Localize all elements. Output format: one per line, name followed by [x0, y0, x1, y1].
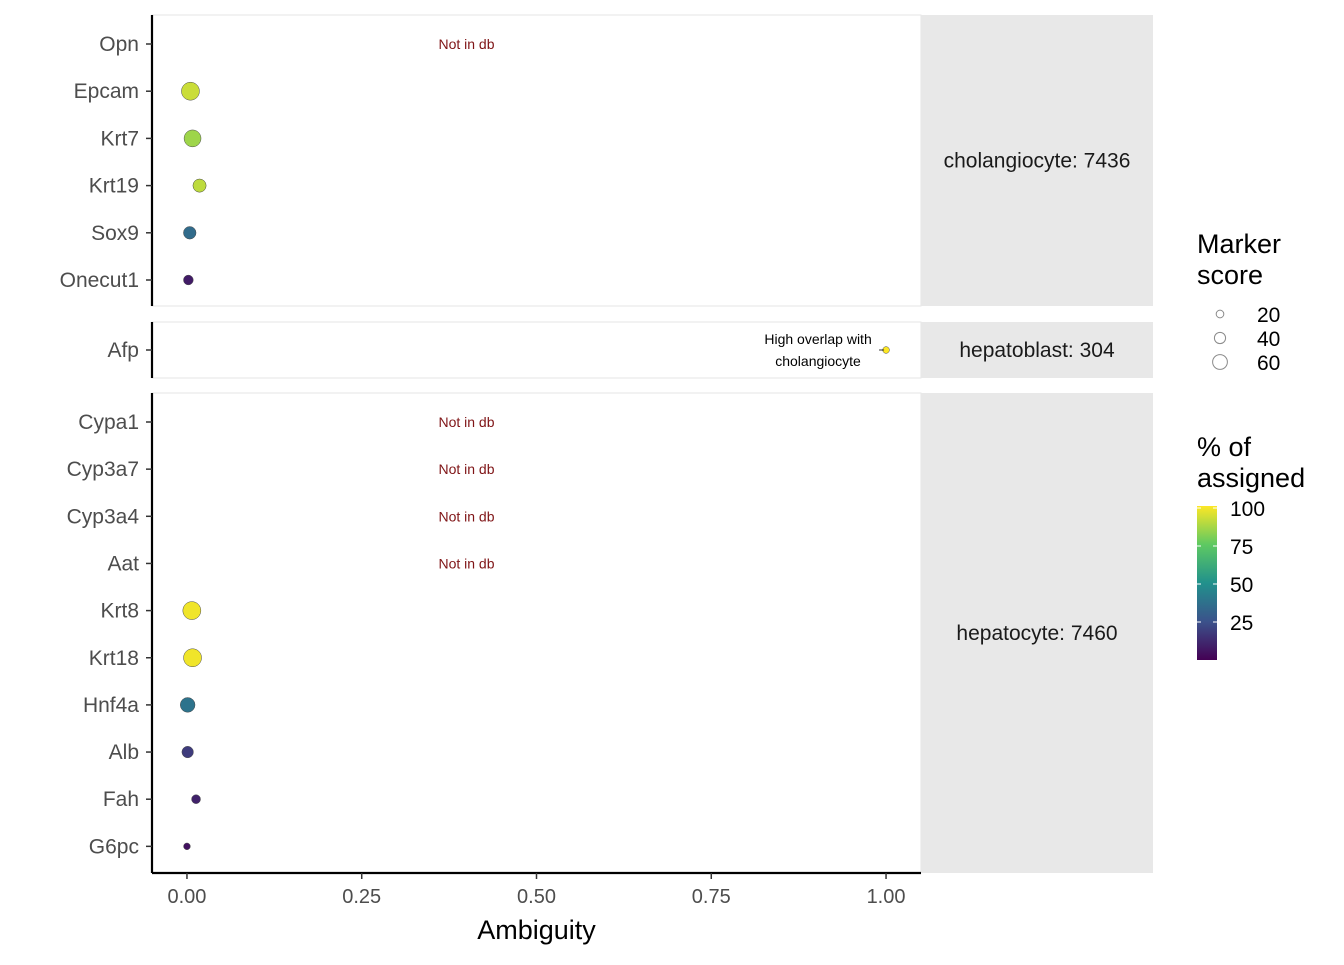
facet-strip-label: hepatocyte: 7460: [956, 622, 1117, 645]
y-tick-label: Krt8: [100, 600, 139, 623]
y-tick-label: Krt18: [89, 647, 139, 670]
size-legend-label: 40: [1257, 328, 1280, 351]
data-point: [182, 601, 202, 620]
y-tick-label: Sox9: [91, 222, 139, 245]
y-tick-label: Alb: [109, 741, 139, 764]
y-tick-label: Cyp3a4: [67, 505, 140, 528]
data-point: [183, 274, 194, 286]
y-tick-label: Epcam: [74, 80, 139, 103]
y-tick-label: Cyp3a7: [67, 458, 139, 481]
data-point: [183, 648, 202, 667]
colorbar-label: 100: [1230, 498, 1265, 521]
color-legend-title-line: assigned: [1197, 463, 1305, 493]
x-axis-title: Ambiguity: [477, 915, 596, 945]
data-point: [183, 129, 202, 148]
y-tick-label: Krt7: [100, 127, 139, 150]
y-tick-label: Hnf4a: [83, 694, 139, 717]
not-in-db-label: Not in db: [438, 414, 494, 430]
y-tick-label: Onecut1: [60, 269, 139, 292]
size-legend-title-line: Marker: [1197, 229, 1281, 259]
size-legend-key: [1215, 309, 1225, 319]
y-tick-label: Opn: [99, 33, 139, 56]
x-tick-label: 0.00: [167, 886, 206, 908]
facet-panel: cholangiocyte: 7436 Opn Not in db Epcam Krt7…: [60, 14, 1153, 307]
data-point: [183, 226, 197, 240]
not-in-db-label: Not in db: [438, 555, 494, 571]
size-legend-label: 20: [1257, 304, 1280, 327]
overlap-annotation: High overlap with cholangiocyte: [764, 331, 871, 369]
facet-strip: [921, 322, 1153, 378]
y-tick-label: Cypa1: [78, 411, 139, 434]
x-tick-label: 0.75: [692, 886, 731, 908]
y-tick-label: G6pc: [89, 835, 139, 858]
colorbar-label: 75: [1230, 536, 1253, 559]
y-tick-label: Krt19: [89, 175, 139, 198]
size-legend-title-line: score: [1197, 260, 1263, 290]
size-legend-title: Marker score: [1197, 229, 1281, 290]
data-point: [181, 746, 194, 759]
size-legend-key: [1212, 354, 1228, 370]
facet-strip-label: hepatoblast: 304: [959, 339, 1115, 362]
facet-strip: [921, 393, 1153, 873]
facet-panel: hepatocyte: 7460 Cypa1 Not in db Cyp3a7 Not …: [67, 392, 1153, 874]
y-tick-label: Afp: [107, 339, 139, 362]
data-point: [191, 794, 201, 804]
data-point: [180, 697, 196, 713]
data-point: [183, 842, 191, 850]
facet-strip: [921, 15, 1153, 306]
y-tick-label: Fah: [103, 788, 139, 811]
data-point: [192, 178, 207, 193]
x-tick-label: 0.50: [517, 886, 556, 908]
size-legend-key: [1213, 331, 1227, 345]
x-tick-label: 0.25: [342, 886, 381, 908]
color-legend-title: % of assigned: [1197, 432, 1305, 493]
size-legend-label: 60: [1257, 352, 1280, 375]
colorbar-label: 25: [1230, 612, 1253, 635]
facet-panel: hepatoblast: 304 Afp High overlap with chol…: [107, 321, 1153, 379]
overlap-annotation-line: cholangiocyte: [775, 353, 861, 369]
not-in-db-label: Not in db: [438, 508, 494, 524]
facet-strip-label: cholangiocyte: 7436: [944, 150, 1131, 173]
not-in-db-label: Not in db: [438, 36, 494, 52]
panel-background: [151, 392, 922, 874]
data-point: [181, 81, 200, 101]
x-tick-label: 1.00: [867, 886, 906, 908]
not-in-db-label: Not in db: [438, 461, 494, 477]
panel-background: [151, 14, 922, 307]
y-tick-label: Aat: [107, 552, 139, 575]
color-legend-title-line: % of: [1197, 432, 1252, 462]
overlap-annotation-line: High overlap with: [764, 331, 871, 347]
colorbar-label: 50: [1230, 574, 1253, 597]
colorbar: [1197, 506, 1217, 660]
